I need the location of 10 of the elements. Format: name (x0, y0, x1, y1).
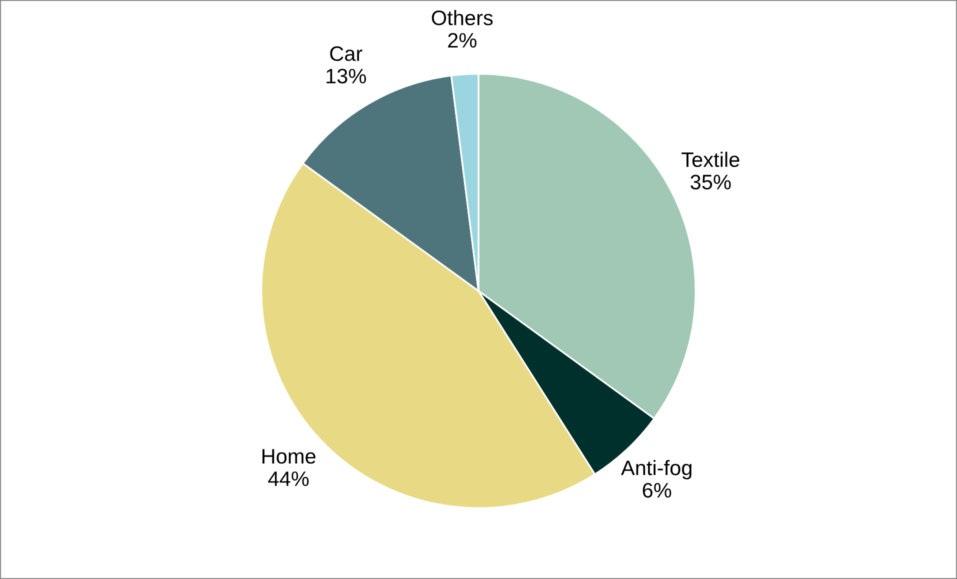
slice-label: Car (330, 46, 362, 62)
slice-label: Anti-fog (621, 460, 692, 480)
data-label: 6% (642, 482, 672, 498)
data-label: 44% (268, 471, 309, 486)
slice-label: Home (262, 449, 316, 464)
slice-label: Textile (682, 152, 740, 168)
slice-label: Others (432, 10, 493, 26)
data-label: 35% (690, 174, 731, 190)
data-label: 2% (448, 32, 476, 48)
data-label: 13% (326, 68, 366, 84)
